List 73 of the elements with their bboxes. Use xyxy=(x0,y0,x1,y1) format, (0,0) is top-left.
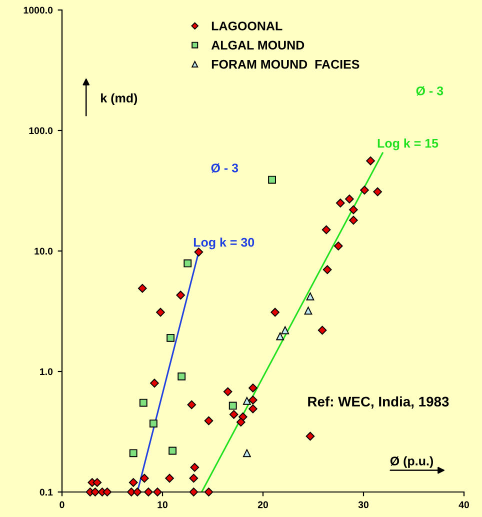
point xyxy=(242,449,251,458)
x-tick-label: 0 xyxy=(60,501,64,508)
x-tick-label: 30 xyxy=(358,501,369,508)
annotation: Log k = 15 xyxy=(378,138,438,150)
annotation: Ø - 3 xyxy=(211,163,238,173)
point xyxy=(166,334,174,342)
y-tick-label: 0.1 xyxy=(40,488,53,496)
point xyxy=(322,225,331,234)
x-tick-label: 20 xyxy=(258,501,268,508)
point xyxy=(189,474,198,483)
point xyxy=(128,478,138,487)
point xyxy=(373,187,382,196)
point xyxy=(281,326,290,334)
point xyxy=(248,404,258,414)
legend-label: FORAM MOUND FACIES xyxy=(212,60,360,69)
point xyxy=(165,474,174,483)
point xyxy=(153,488,162,496)
point xyxy=(204,416,214,426)
point xyxy=(139,398,148,407)
point xyxy=(306,432,315,441)
point xyxy=(366,156,375,166)
point xyxy=(132,488,142,496)
point xyxy=(360,186,369,195)
point xyxy=(178,372,186,380)
point xyxy=(248,384,258,392)
point xyxy=(150,420,158,428)
point xyxy=(90,488,100,496)
point xyxy=(304,306,312,315)
x-axis-title: Ø (p.u.) xyxy=(390,456,433,468)
point xyxy=(102,488,112,496)
y-tick-label: 100.0 xyxy=(29,127,53,134)
point xyxy=(334,242,343,250)
point xyxy=(270,308,280,317)
point xyxy=(322,265,332,274)
point xyxy=(204,488,214,496)
y-tick-label: 1.0 xyxy=(40,368,53,376)
point xyxy=(268,176,276,184)
point xyxy=(184,259,192,268)
point xyxy=(349,216,358,225)
point xyxy=(349,205,358,214)
point xyxy=(229,410,238,419)
point xyxy=(150,378,159,388)
point xyxy=(144,488,153,496)
point xyxy=(92,478,102,487)
point xyxy=(236,418,246,427)
x-tick-label: 10 xyxy=(158,501,168,508)
point xyxy=(168,446,177,455)
annotation: Ref: WEC, India, 1983 xyxy=(308,396,449,409)
point xyxy=(140,474,149,483)
y-tick-label: 10.0 xyxy=(34,248,53,255)
point xyxy=(242,396,251,405)
point xyxy=(189,488,198,496)
annotation: Log k = 30 xyxy=(194,238,254,250)
y-axis-title: k (md) xyxy=(101,93,138,105)
legend-label: ALGAL MOUND xyxy=(211,40,304,50)
x-tick-label: 40 xyxy=(458,501,470,508)
point xyxy=(129,449,138,458)
point xyxy=(190,462,200,472)
point xyxy=(306,292,314,300)
point xyxy=(138,284,147,293)
point xyxy=(228,402,237,410)
annotation: Ø - 3 xyxy=(416,86,444,96)
point xyxy=(156,308,165,317)
point xyxy=(223,387,232,396)
point xyxy=(318,326,327,335)
point xyxy=(345,194,354,204)
point xyxy=(276,332,284,340)
point xyxy=(187,400,196,410)
point xyxy=(336,198,345,208)
point xyxy=(176,290,186,300)
point xyxy=(248,396,258,404)
legend-label: LAGOONAL xyxy=(212,22,282,30)
y-tick-label: 1000.0 xyxy=(24,6,53,14)
